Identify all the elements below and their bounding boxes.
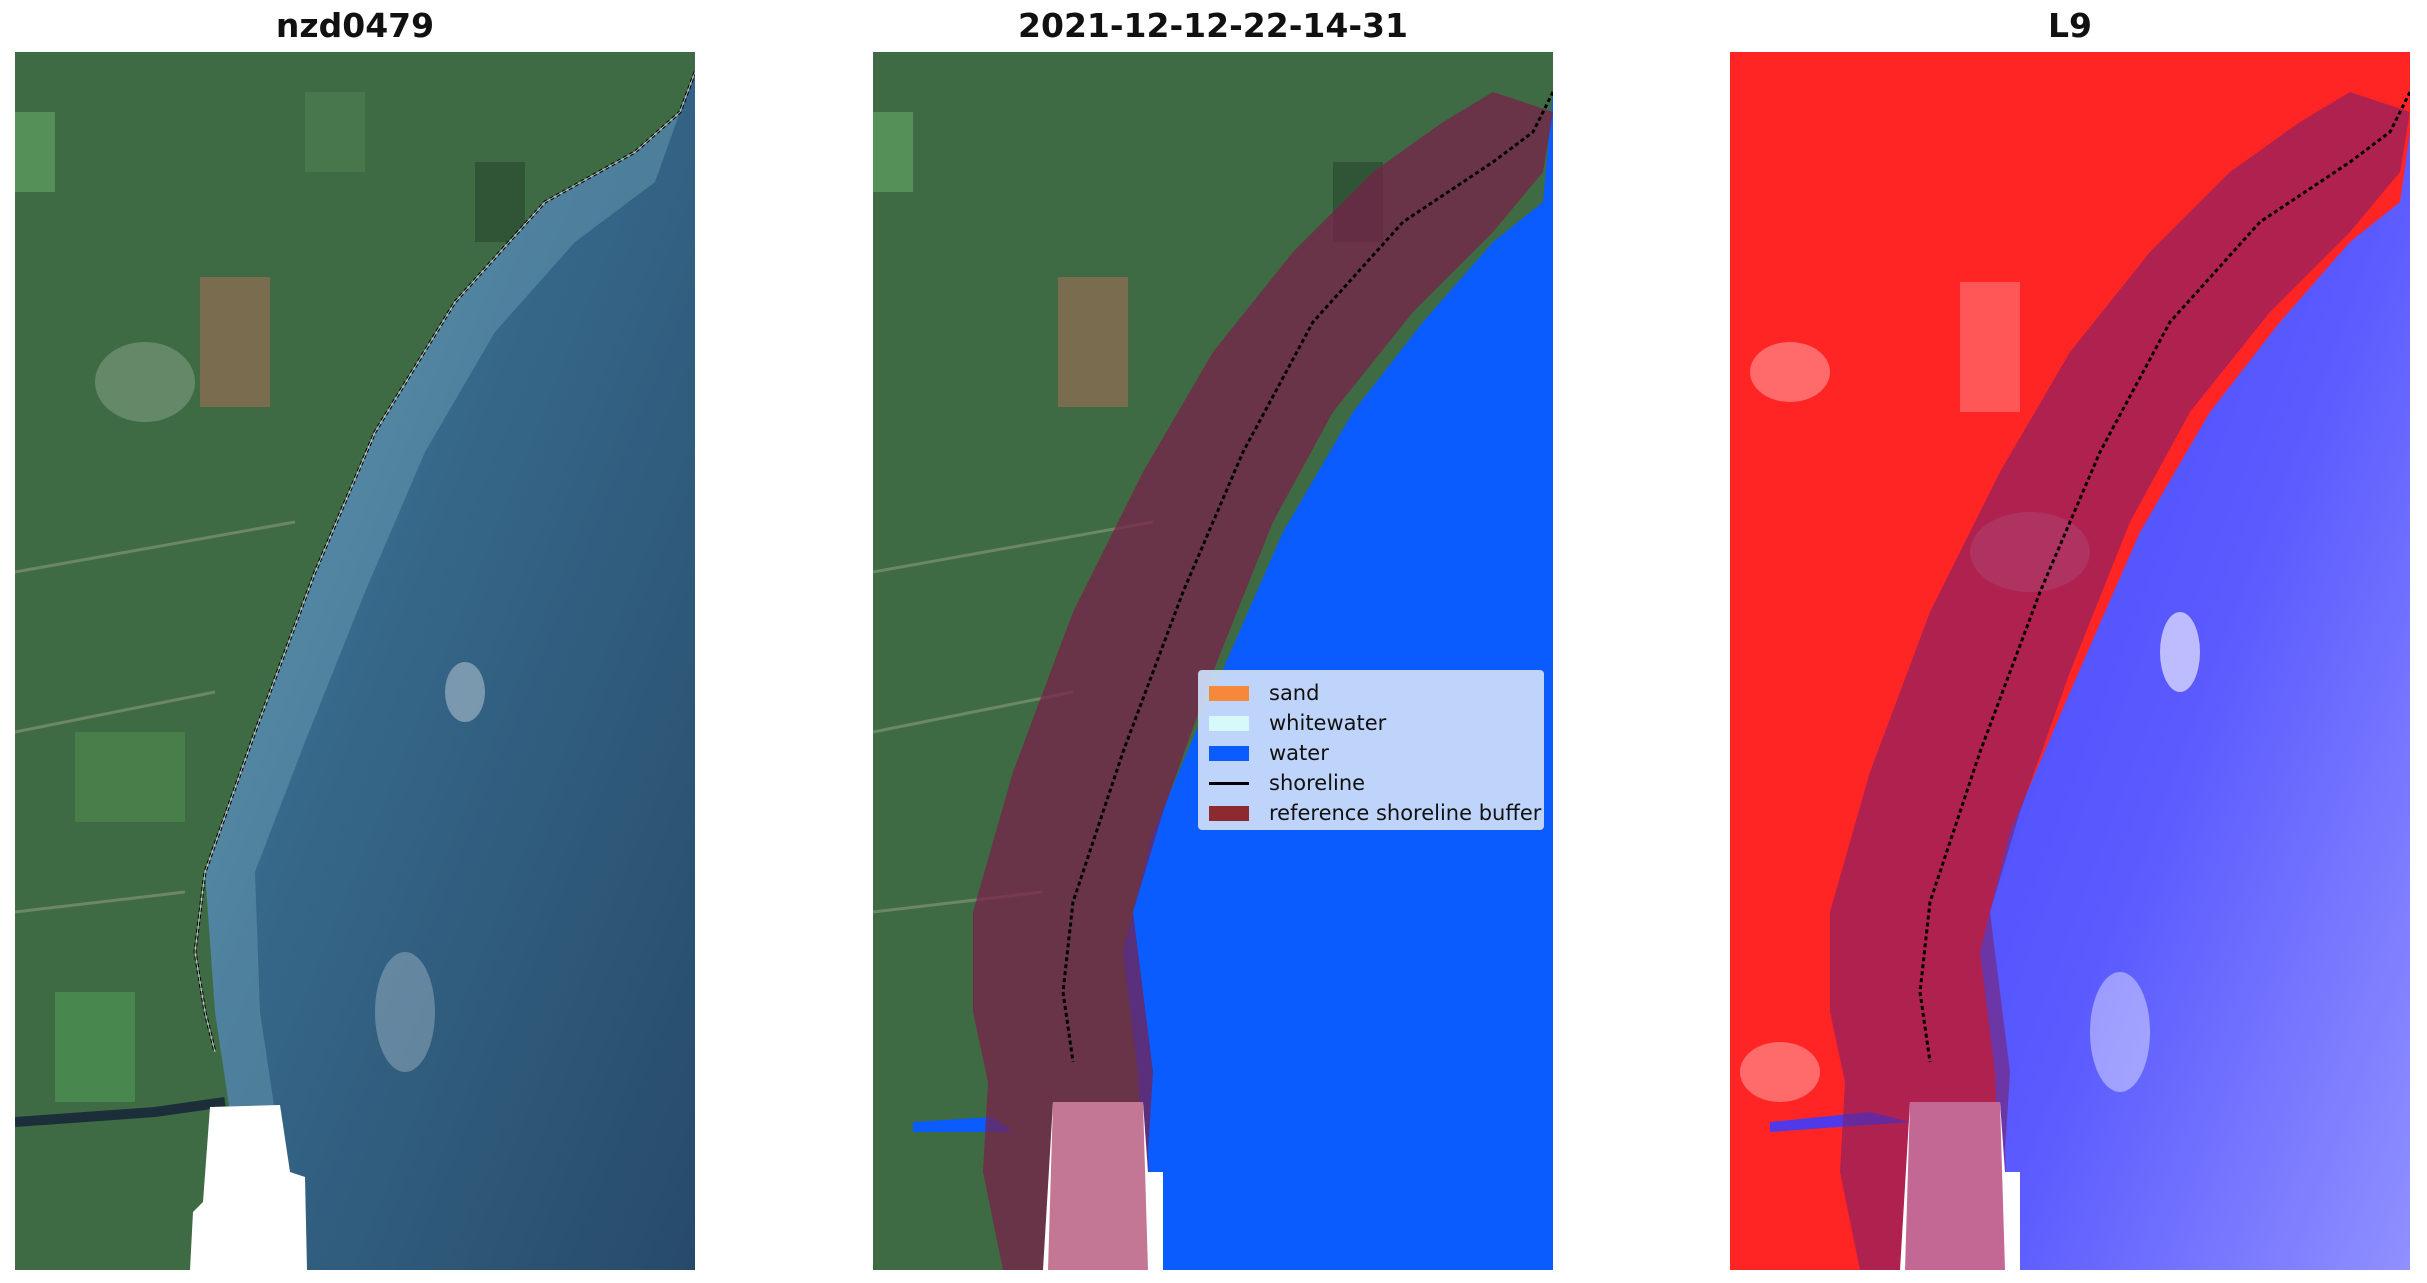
legend-item-buffer: reference shoreline buffer (1209, 798, 1541, 828)
legend-item-water: water (1209, 738, 1533, 768)
reference-shoreline-buffer (973, 92, 1553, 1270)
legend-label-shoreline: shoreline (1269, 771, 1366, 795)
no-data-mask (190, 1105, 307, 1270)
sand-swatch (1209, 685, 1249, 701)
rgb-image-panel (15, 52, 695, 1270)
shoreline-trace (1061, 91, 1553, 1063)
legend-label-whitewater: whitewater (1269, 711, 1387, 735)
rgb-satellite-image (15, 52, 695, 1270)
shoreline-trace (1918, 91, 2410, 1063)
legend-item-shoreline: shoreline (1209, 768, 1533, 798)
shoreline-line-swatch (1209, 781, 1249, 785)
water-swatch (1209, 745, 1249, 761)
legend-label-water: water (1269, 741, 1329, 765)
buffer-swatch (1209, 805, 1249, 821)
legend: sand whitewater water shoreline referenc… (1198, 670, 1544, 830)
water-index-image (1730, 52, 2410, 1270)
legend-label-buffer: reference shoreline buffer (1269, 801, 1542, 825)
classified-image-panel (873, 52, 1553, 1270)
classified-image (873, 52, 1553, 1270)
legend-item-whitewater: whitewater (1209, 708, 1533, 738)
reference-shoreline-buffer (1830, 92, 2410, 1270)
panel-title-rgb: nzd0479 (275, 6, 435, 45)
index-image-panel (1730, 52, 2410, 1270)
panel-title-classified: 2021-12-12-22-14-31 (1018, 6, 1408, 45)
legend-item-sand: sand (1209, 678, 1533, 708)
whitewater-swatch (1209, 715, 1249, 731)
panel-title-index: L9 (2048, 6, 2092, 45)
legend-label-sand: sand (1269, 681, 1320, 705)
